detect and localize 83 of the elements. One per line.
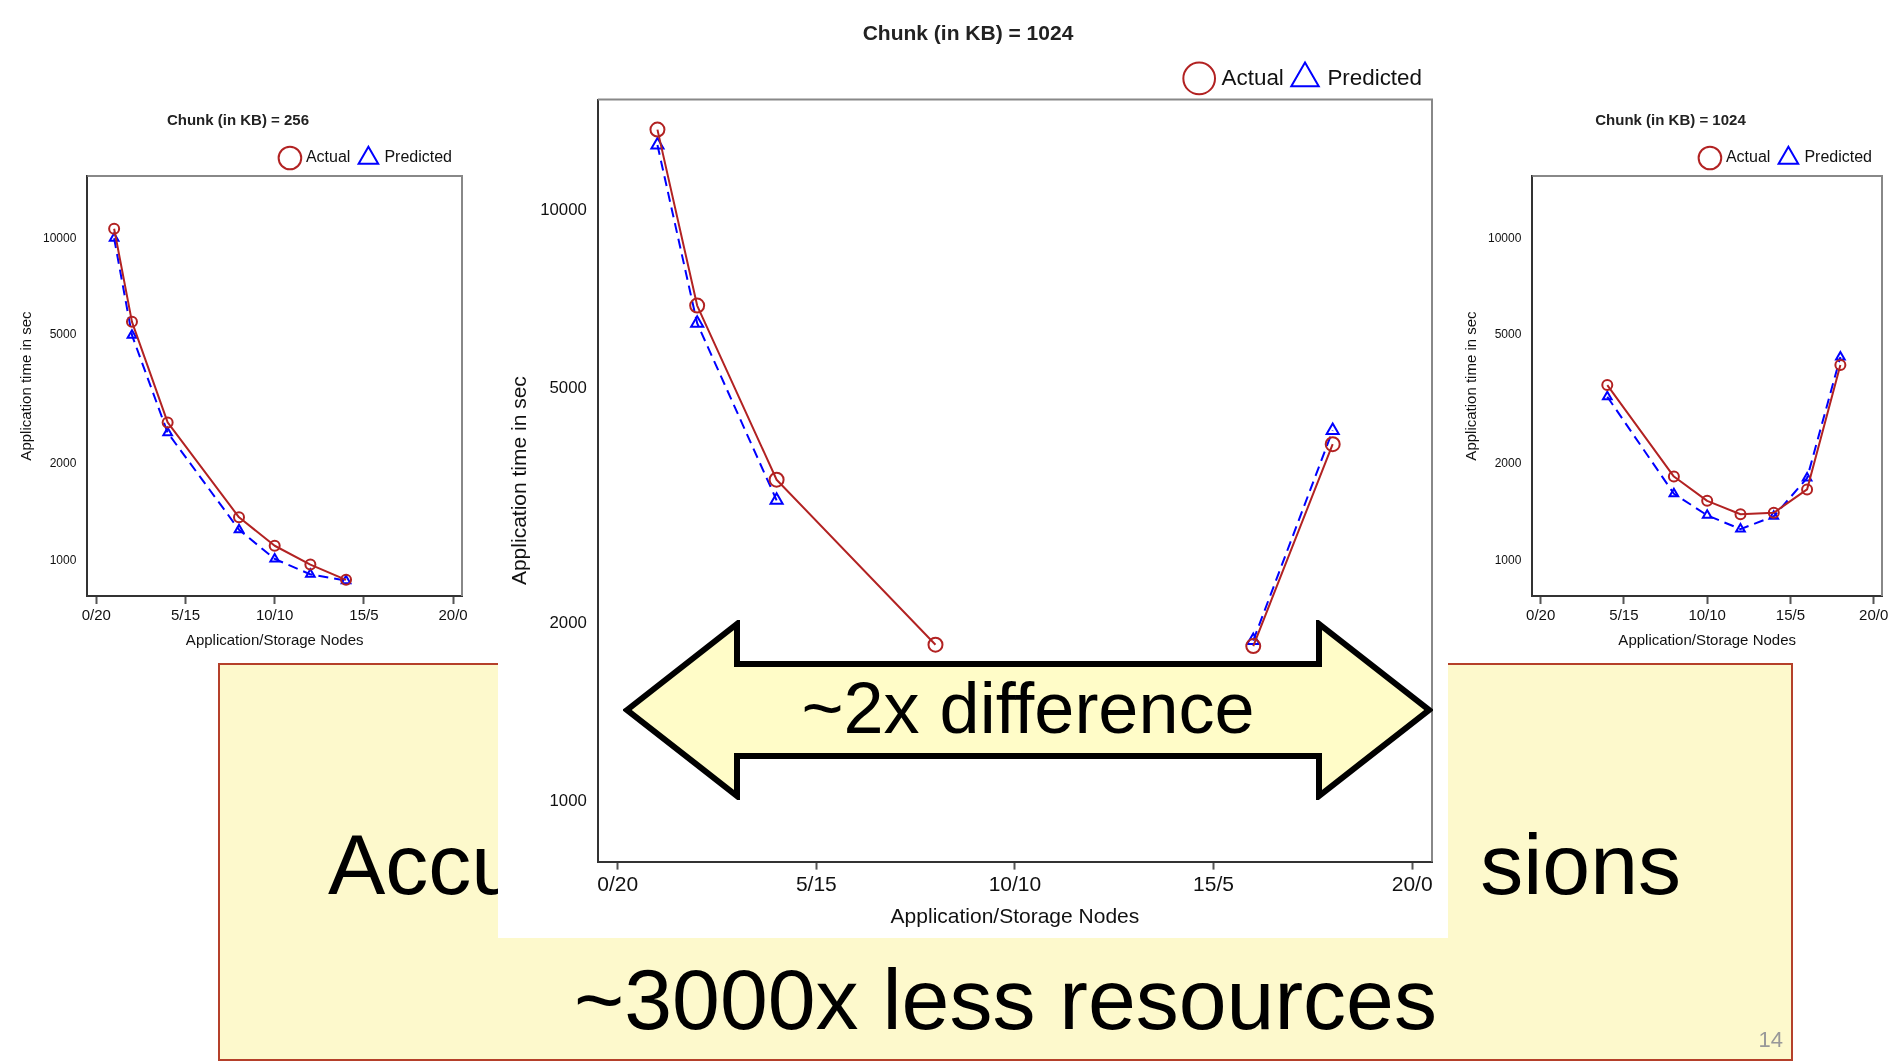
- legend-label: Predicted: [1804, 148, 1872, 166]
- point: [689, 297, 706, 314]
- point: [927, 636, 944, 653]
- point: [1768, 510, 1780, 520]
- x-axis-title: Application/Storage Nodes: [185, 631, 364, 649]
- point: [1834, 359, 1847, 372]
- point: [1245, 638, 1262, 655]
- point: [233, 523, 245, 534]
- y-axis-title: Application time in sec: [1462, 310, 1480, 461]
- x-tick-label: 5/15: [1609, 606, 1639, 624]
- text: ~3000x less resources: [574, 951, 1437, 1047]
- point: [650, 137, 665, 150]
- y-axis-title: Application time in sec: [17, 310, 35, 461]
- x-tick-label: 0/20: [597, 872, 639, 895]
- chart-title: Chunk (in KB) = 256: [166, 111, 310, 129]
- x-axis-title: Application/Storage Nodes: [890, 904, 1140, 928]
- x-tick-label: 20/0: [438, 606, 468, 624]
- point: [125, 315, 138, 328]
- x-tick-label: 5/15: [795, 872, 837, 895]
- x-tick-label: 10/10: [988, 872, 1042, 895]
- point: [305, 568, 316, 578]
- y-tick-label: 10000: [1487, 230, 1522, 245]
- x-tick-label: 5/15: [170, 606, 201, 624]
- legend-label: Actual: [305, 148, 351, 166]
- double-headed-arrow: ~2x difference: [623, 620, 1433, 800]
- point: [304, 558, 317, 571]
- point: [1601, 379, 1614, 392]
- point: [162, 426, 173, 437]
- point: [161, 416, 174, 429]
- y-axis-title: Application time in sec: [507, 376, 531, 586]
- legend-label: Actual: [1221, 64, 1284, 90]
- legend-label: Predicted: [1327, 64, 1422, 90]
- y-tick-label: 10000: [540, 200, 587, 220]
- point: [108, 222, 121, 235]
- point: [1701, 494, 1714, 507]
- chart-title: Chunk (in KB) = 1024: [1595, 111, 1747, 129]
- point: [649, 121, 666, 138]
- point: [1801, 483, 1814, 496]
- y-tick-label: 5000: [1494, 327, 1522, 342]
- chart-title: Chunk (in KB) = 1024: [862, 21, 1074, 45]
- point: [1324, 436, 1341, 453]
- x-tick-label: 15/5: [1775, 606, 1806, 624]
- point: [126, 329, 138, 339]
- x-tick-label: 15/5: [1193, 872, 1234, 895]
- y-tick-label: 2000: [49, 455, 77, 470]
- point: [1734, 508, 1747, 521]
- point: [1246, 632, 1261, 646]
- y-tick-label: 2000: [549, 612, 587, 632]
- x-tick-label: 15/5: [349, 606, 379, 624]
- annotation: ~2x difference: [800, 667, 1256, 750]
- point: [108, 232, 120, 242]
- point: [1735, 523, 1746, 533]
- x-tick-label: 0/20: [1526, 606, 1556, 624]
- y-tick-label: 1000: [549, 790, 587, 810]
- point: [1667, 470, 1680, 483]
- point: [690, 315, 705, 328]
- point: [233, 511, 246, 524]
- x-tick-label: 20/0: [1859, 606, 1889, 624]
- legend-label: Actual: [1725, 148, 1771, 166]
- text: 14: [1758, 1027, 1783, 1053]
- x-tick-label: 10/10: [255, 606, 294, 624]
- point: [1701, 509, 1713, 519]
- point: [1601, 390, 1613, 401]
- point: [1668, 487, 1680, 498]
- point: [769, 492, 784, 505]
- point: [1835, 350, 1846, 361]
- point: [768, 471, 785, 488]
- point: [1801, 472, 1813, 482]
- text: sions: [1480, 815, 1681, 914]
- x-tick-label: 20/0: [1391, 872, 1433, 895]
- legend-label: Predicted: [384, 148, 452, 166]
- point: [268, 539, 281, 552]
- x-tick-label: 0/20: [81, 606, 111, 624]
- y-tick-label: 10000: [42, 230, 77, 245]
- y-tick-label: 5000: [49, 327, 77, 342]
- y-tick-label: 2000: [1494, 455, 1522, 470]
- y-tick-label: 5000: [549, 377, 587, 397]
- x-axis-title: Application/Storage Nodes: [1618, 631, 1796, 649]
- y-tick-label: 1000: [49, 552, 77, 567]
- point: [269, 552, 281, 563]
- y-tick-label: 1000: [1494, 552, 1522, 567]
- x-tick-label: 10/10: [1688, 606, 1726, 624]
- point: [1325, 422, 1340, 436]
